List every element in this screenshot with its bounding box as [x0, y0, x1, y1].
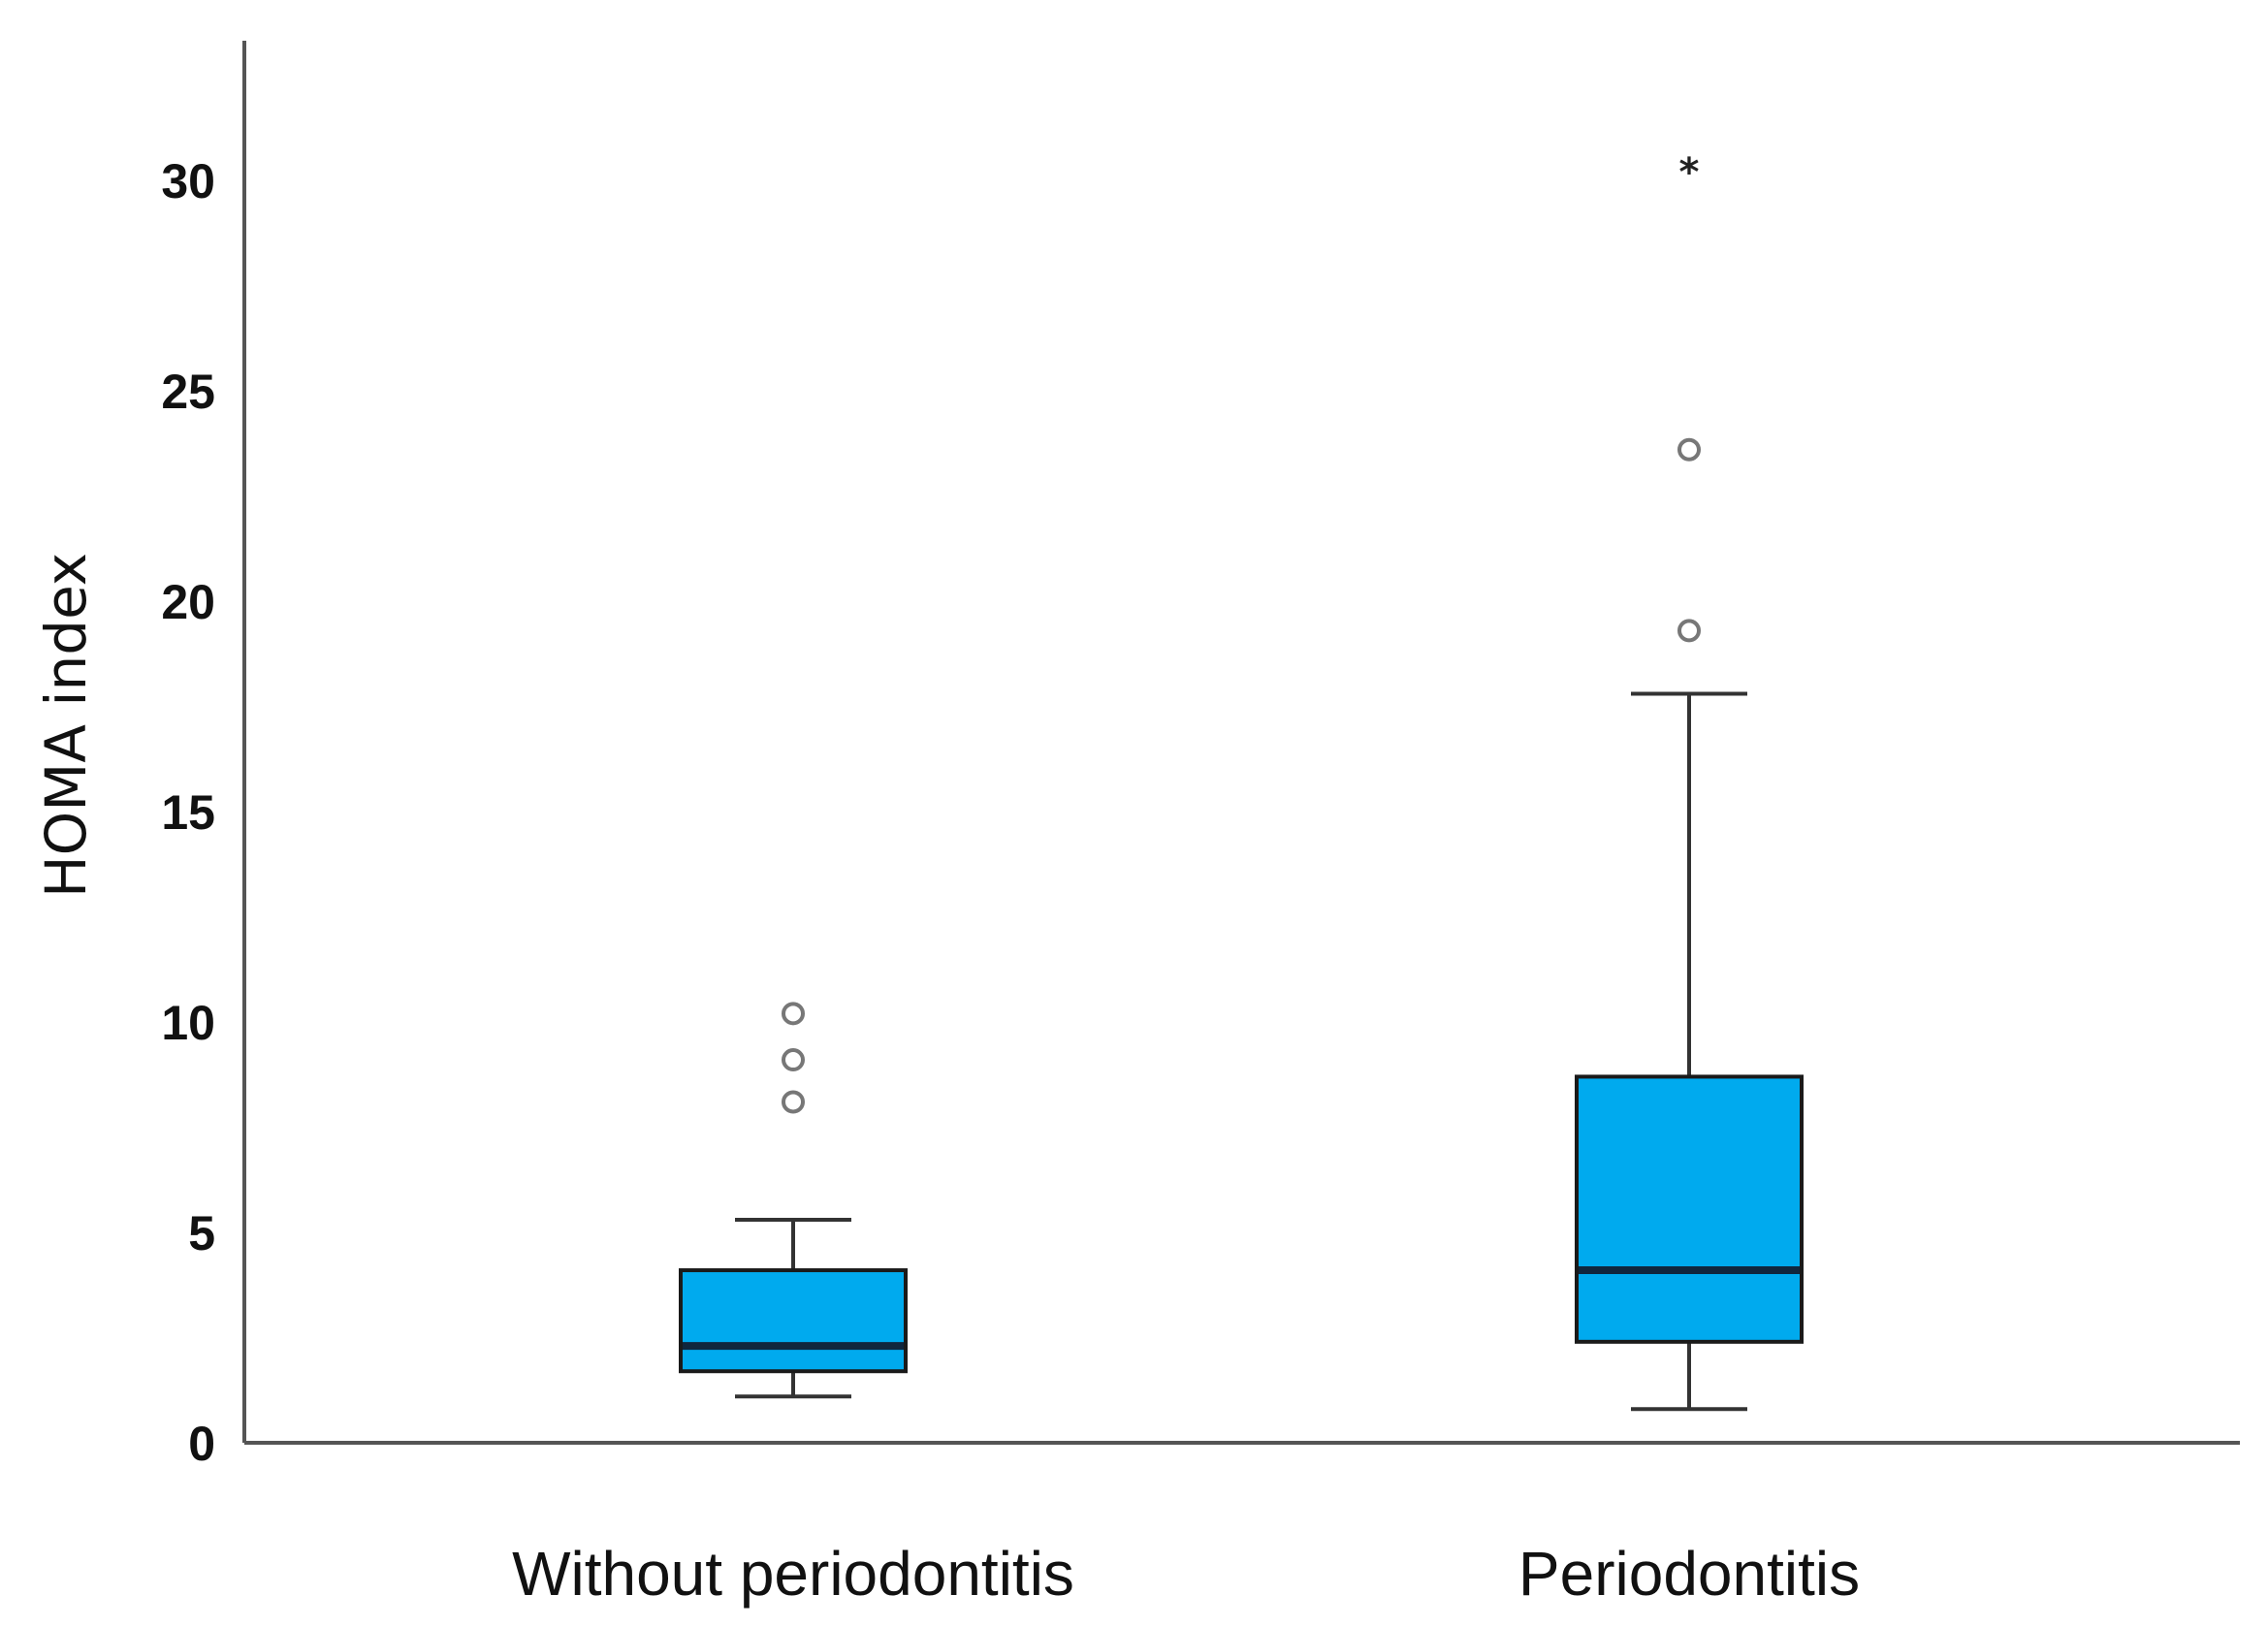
outlier-point [782, 1090, 805, 1114]
y-tick-label: 15 [161, 785, 215, 840]
outlier-point [782, 1002, 805, 1026]
box-groups: * [679, 150, 1804, 1412]
outlier-point [1677, 619, 1701, 643]
iqr-box [679, 1268, 908, 1374]
y-tick-label: 10 [161, 996, 215, 1050]
box-group [679, 1002, 908, 1399]
y-tick-label: 0 [188, 1417, 215, 1471]
x-category-label: Without periodontitis [512, 1539, 1074, 1609]
x-category-label: Periodontitis [1518, 1539, 1860, 1609]
iqr-box [1575, 1074, 1804, 1344]
category-labels: Without periodontitis Periodontitis [512, 1539, 1860, 1609]
outlier-point [782, 1048, 805, 1072]
outlier-point [1677, 437, 1701, 462]
extreme-point: * [1679, 150, 1700, 195]
y-tick-labels: 0 5 10 15 20 25 30 [161, 154, 215, 1471]
y-tick-label: 20 [161, 575, 215, 629]
y-tick-label: 5 [188, 1206, 215, 1260]
y-tick-label: 30 [161, 154, 215, 208]
box-group: * [1575, 150, 1804, 1412]
y-axis-title: HOMA index [33, 553, 99, 898]
y-tick-label: 25 [161, 365, 215, 419]
